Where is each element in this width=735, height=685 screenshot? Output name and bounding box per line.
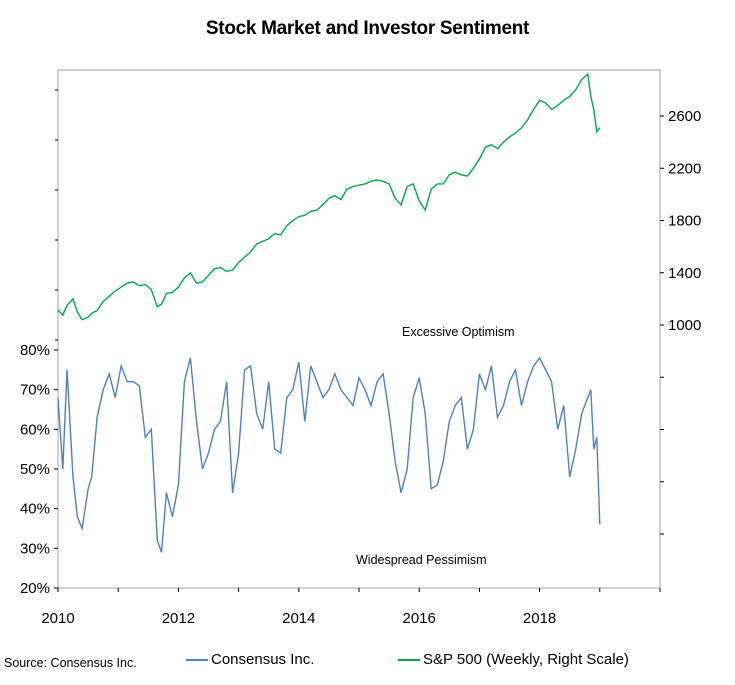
left-tick-label: 70% [20, 382, 50, 399]
legend-consensus: Consensus Inc. [186, 651, 314, 668]
legend-sp500: S&P 500 (Weekly, Right Scale) [398, 651, 629, 668]
chart-title: Stock Market and Investor Sentiment [205, 18, 530, 39]
legend-label-consensus: Consensus Inc. [211, 651, 315, 668]
x-axis: 2010 2012 2014 2016 2018 [41, 588, 661, 627]
left-tick-label: 40% [20, 501, 50, 518]
left-tick-label: 30% [20, 540, 50, 557]
right-tick-label: 2600 [668, 108, 701, 125]
right-tick-label: 1400 [668, 265, 701, 282]
x-tick-label: 2016 [403, 610, 436, 627]
series-line-sp500 [57, 72, 601, 321]
legend-swatch-consensus [186, 658, 208, 661]
legend-label-sp500: S&P 500 (Weekly, Right Scale) [423, 651, 629, 668]
left-tick-label: 20% [20, 580, 50, 597]
right-tick-label: 1000 [668, 317, 701, 334]
left-tick-label: 60% [20, 421, 50, 438]
x-tick-label: 2018 [523, 610, 556, 627]
annotation-optimism: Excessive Optimism [402, 325, 515, 339]
series-line-consensus [57, 356, 601, 553]
left-axis: 20% 30% 40% 50% 60% 70% 80% [20, 89, 58, 597]
right-tick-label: 1800 [668, 213, 701, 230]
plot-frame [57, 69, 661, 589]
right-axis: 1000 1400 1800 2200 2600 [660, 108, 701, 535]
x-tick-label: 2014 [282, 610, 315, 627]
x-tick-label: 2010 [41, 610, 74, 627]
left-tick-label: 50% [20, 461, 50, 478]
legend-swatch-sp500 [398, 658, 420, 661]
source-note: Source: Consensus Inc. [4, 656, 137, 670]
x-tick-label: 2012 [162, 610, 195, 627]
left-tick-label: 80% [20, 342, 50, 359]
right-tick-label: 2200 [668, 160, 701, 177]
annotation-pessimism: Widespread Pessimism [356, 553, 487, 567]
